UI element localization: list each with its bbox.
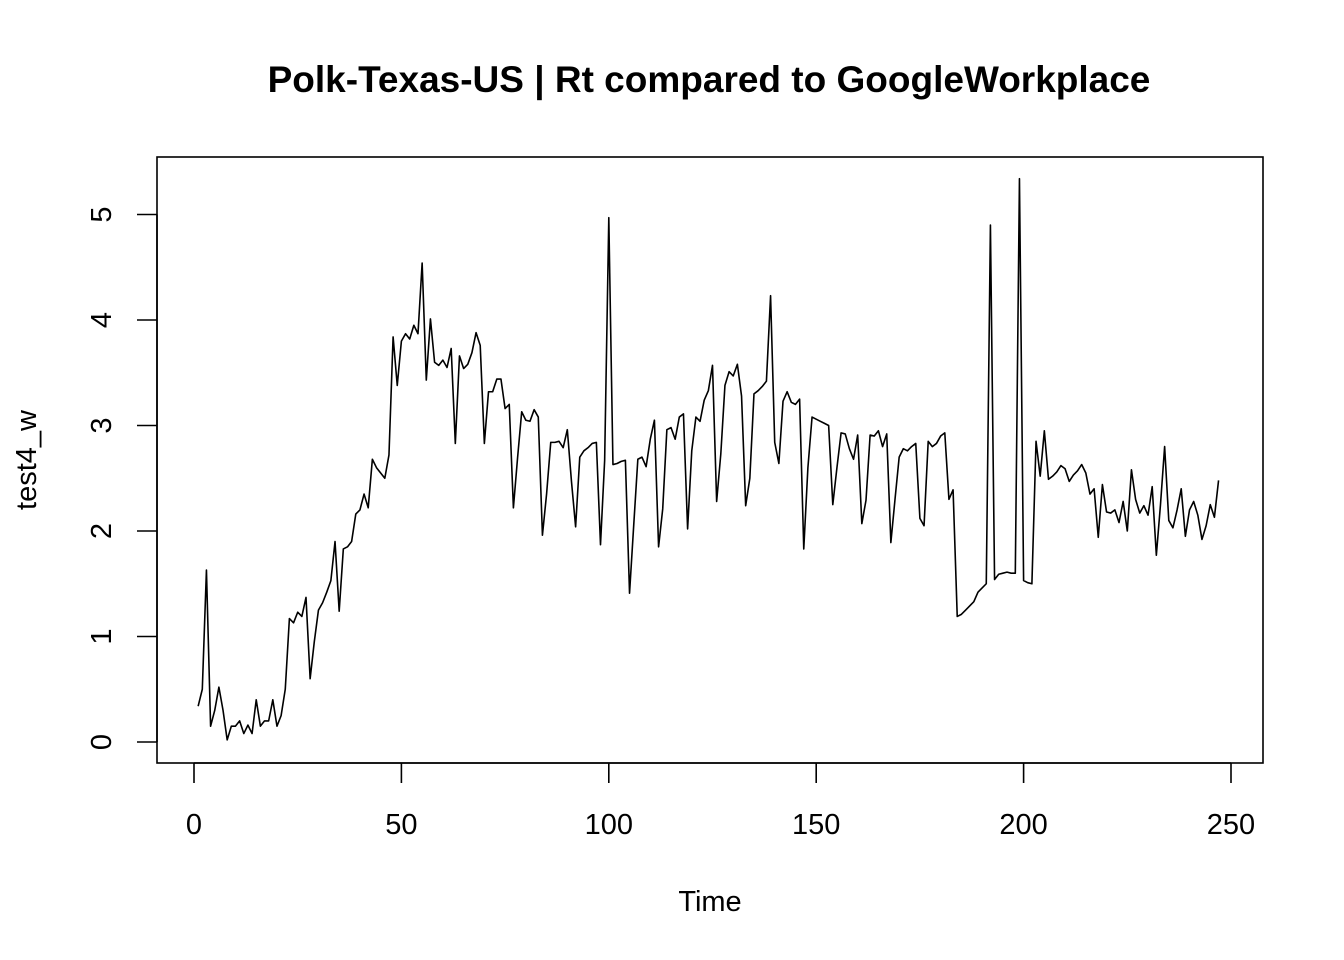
y-axis: 0 1 2 3 4 5 [86,206,158,750]
x-tick-label: 100 [585,809,633,841]
x-tick-label: 150 [792,809,840,841]
y-axis-label: test4_w [11,409,43,510]
y-tick-label: 1 [86,628,118,644]
y-tick-label: 5 [86,206,118,222]
y-tick-label: 2 [86,523,118,539]
plot-frame [156,156,1264,764]
x-tick-label: 0 [186,809,202,841]
series-rt [197,177,1220,741]
y-tick-label: 4 [86,312,118,328]
x-tick-label: 50 [385,809,417,841]
x-tick-label: 250 [1207,809,1255,841]
series-line [197,177,1220,741]
y-tick-label: 3 [86,417,118,433]
chart-title: Polk-Texas-US | Rt compared to GoogleWor… [268,59,1151,101]
x-axis-label: Time [678,886,741,918]
y-tick-label: 0 [86,734,118,750]
x-axis: 0 50 100 150 200 250 [186,762,1255,841]
x-tick-label: 200 [999,809,1047,841]
